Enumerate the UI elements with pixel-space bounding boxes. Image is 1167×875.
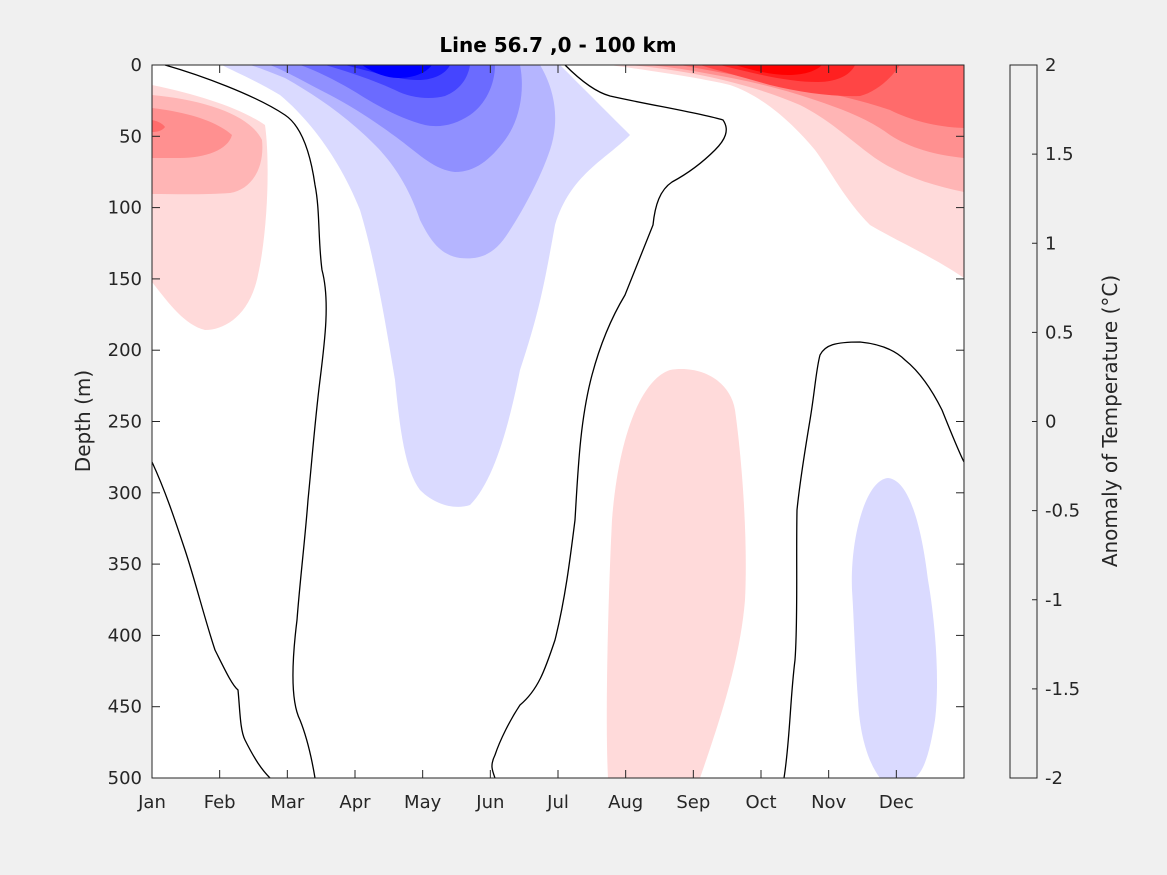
zero-contour-line-1 bbox=[164, 64, 327, 779]
y-tick-label: 250 bbox=[108, 412, 142, 433]
y-tick-label: 150 bbox=[108, 269, 142, 290]
x-tick-label: Apr bbox=[339, 792, 371, 813]
anomaly-patch-autumn-warm-1p0 bbox=[680, 65, 964, 128]
y-tick-label: 50 bbox=[119, 126, 142, 147]
colorbar-tick-label: 0 bbox=[1045, 412, 1056, 433]
plot-area: Jan Feb Mar Apr May Jun Jul Aug Sep Oct Nov Dec 0 50… bbox=[108, 55, 965, 813]
zero-contour-line-3 bbox=[491, 64, 727, 779]
anomaly-patch-aug-sep-warm-0p25 bbox=[606, 369, 746, 778]
colorbar-tick-label: 1.5 bbox=[1045, 144, 1074, 165]
y-tick-label: 500 bbox=[108, 768, 142, 789]
zero-contour-lines bbox=[151, 64, 965, 779]
y-tick-label: 400 bbox=[108, 625, 142, 646]
contour-fills bbox=[152, 65, 964, 778]
anomaly-patch-dec-cold-0p25 bbox=[851, 478, 938, 778]
colorbar-label: Anomaly of Temperature (°C) bbox=[1098, 275, 1122, 567]
y-tick-label: 0 bbox=[131, 55, 142, 76]
x-tick-label: Jul bbox=[546, 792, 569, 813]
zero-contour-line-4 bbox=[783, 341, 965, 779]
x-tick-label: Nov bbox=[811, 792, 846, 813]
y-tick-label: 350 bbox=[108, 554, 142, 575]
x-tick-label: Dec bbox=[879, 792, 914, 813]
y-tick-label: 300 bbox=[108, 483, 142, 504]
x-tick-label: May bbox=[404, 792, 442, 813]
anomaly-patch-jan-warm-0p75 bbox=[152, 108, 232, 158]
colorbar-tick-label: 0.5 bbox=[1045, 322, 1074, 343]
anomaly-patch-spring-cold-1p75 bbox=[362, 65, 432, 78]
zero-contour-line-2 bbox=[151, 461, 271, 779]
y-axis-label: Depth (m) bbox=[71, 370, 95, 472]
x-tick-label: Sep bbox=[676, 792, 710, 813]
colorbar-tick-label: 1 bbox=[1045, 233, 1056, 254]
x-tick-label: Mar bbox=[270, 792, 305, 813]
colorbar-tick-label: 2 bbox=[1045, 55, 1056, 76]
colorbar-tick-label: -0.5 bbox=[1045, 501, 1080, 522]
x-axis-ticks: Jan Feb Mar Apr May Jun Jul Aug Sep Oct Nov Dec bbox=[137, 65, 914, 813]
chart-title: Line 56.7 ,0 - 100 km bbox=[439, 33, 676, 57]
y-tick-label: 200 bbox=[108, 340, 142, 361]
x-tick-label: Oct bbox=[745, 792, 776, 813]
colorbar-tick-label: -1 bbox=[1045, 590, 1063, 611]
y-axis-ticks: 0 50 100 150 200 250 300 350 400 450 500 bbox=[108, 55, 964, 789]
colorbar: 2 1.5 1 0.5 0 -0.5 -1 -1.5 -2 bbox=[1009, 55, 1080, 789]
anomaly-patch-autumn-warm-1p75 bbox=[735, 65, 822, 75]
anomaly-patch-jan-warm-1p0 bbox=[152, 120, 165, 132]
x-tick-label: Jan bbox=[137, 792, 166, 813]
x-tick-label: Aug bbox=[608, 792, 643, 813]
colorbar-tick-label: -1.5 bbox=[1045, 679, 1080, 700]
x-tick-label: Jun bbox=[475, 792, 504, 813]
x-tick-label: Feb bbox=[204, 792, 236, 813]
y-tick-label: 450 bbox=[108, 697, 142, 718]
colorbar-tick-label: -2 bbox=[1045, 768, 1063, 789]
y-tick-label: 100 bbox=[108, 198, 142, 219]
